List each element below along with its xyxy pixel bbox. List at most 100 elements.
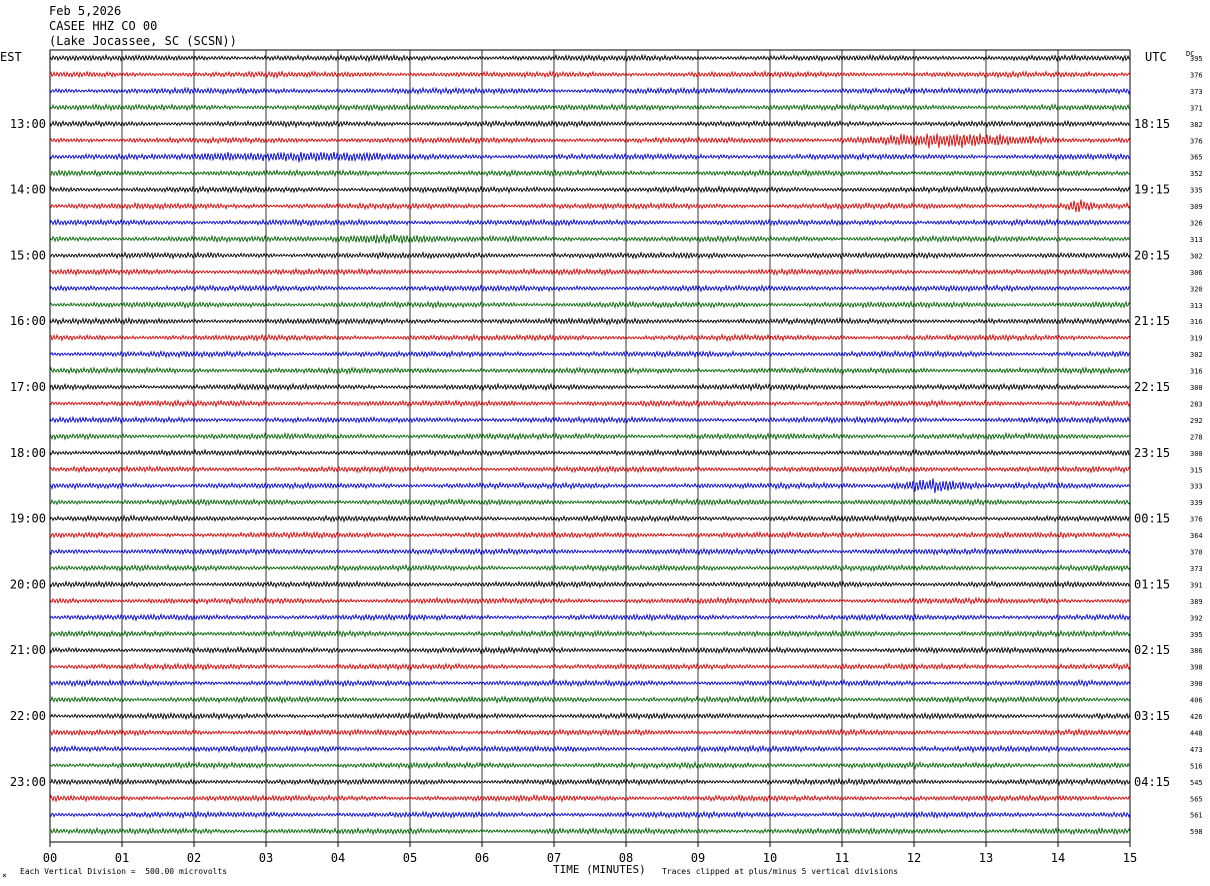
seismic-trace-row xyxy=(49,199,1131,213)
left-hour-label: 18:00 xyxy=(10,446,46,460)
dc-offset-label: 364 xyxy=(1190,532,1203,540)
dc-offset-label: 370 xyxy=(1190,549,1203,557)
dc-offset-label: 313 xyxy=(1190,302,1203,310)
dc-offset-label: 333 xyxy=(1190,483,1203,491)
seismic-trace-row xyxy=(49,316,1131,326)
right-hour-label: 00:15 xyxy=(1134,512,1170,526)
x-tick-label: 14 xyxy=(1051,851,1065,865)
seismic-trace-row xyxy=(49,777,1131,787)
dc-offset-label: 390 xyxy=(1190,680,1203,688)
x-tick-label: 04 xyxy=(331,851,345,865)
dc-offset-label: 365 xyxy=(1190,154,1203,162)
seismic-trace-row xyxy=(50,497,1131,507)
seismic-trace-row xyxy=(49,102,1131,112)
x-tick-label: 08 xyxy=(619,851,633,865)
dc-offset-label: 392 xyxy=(1190,614,1203,622)
dc-offset-label: 309 xyxy=(1190,203,1203,211)
right-hour-label: 04:15 xyxy=(1134,775,1170,789)
dc-offset-label: 302 xyxy=(1190,252,1203,260)
x-tick-label: 07 xyxy=(547,851,561,865)
seismic-trace-row xyxy=(49,464,1131,474)
seismic-trace-row xyxy=(49,711,1131,721)
seismic-trace-row xyxy=(49,366,1131,376)
station-location: (Lake Jocassee, SC (SCSN)) xyxy=(49,34,237,48)
seismic-trace-row xyxy=(49,662,1131,672)
x-axis-label: TIME (MINUTES) xyxy=(553,863,646,876)
seismic-trace-row xyxy=(49,478,1131,494)
seismic-trace-row xyxy=(49,382,1131,392)
dc-offset-label: 376 xyxy=(1190,71,1203,79)
dc-offset-label: 335 xyxy=(1190,187,1203,195)
seismic-trace-row xyxy=(49,612,1131,622)
clip-note: Traces clipped at plus/minus 5 vertical … xyxy=(662,867,899,876)
right-hour-label: 03:15 xyxy=(1134,709,1170,723)
dc-offset-label: 316 xyxy=(1190,318,1203,326)
seismic-trace-row xyxy=(49,69,1131,79)
x-tick-label: 06 xyxy=(475,851,489,865)
dc-offset-label: 352 xyxy=(1190,170,1203,178)
dc-header-label: DC xyxy=(1186,50,1195,58)
right-hour-label: 21:15 xyxy=(1134,314,1170,328)
seismic-trace-row xyxy=(49,760,1131,770)
dc-offset-label: 320 xyxy=(1190,285,1203,293)
seismic-trace-row xyxy=(49,283,1131,293)
x-tick-label: 02 xyxy=(187,851,201,865)
seismic-trace-row xyxy=(49,267,1131,277)
seismic-trace-row xyxy=(49,678,1131,688)
seismic-trace-row xyxy=(49,398,1131,409)
dc-offset-label: 386 xyxy=(1190,647,1203,655)
dc-offset-label: 373 xyxy=(1190,88,1203,96)
seismic-trace-row xyxy=(49,431,1131,441)
dc-offset-label: 300 xyxy=(1190,450,1203,458)
dc-offset-label: 395 xyxy=(1190,55,1203,63)
x-tick-label: 01 xyxy=(115,851,129,865)
vertical-scale-note: Each Vertical Division = 500.00 microvol… xyxy=(20,867,228,876)
dc-offset-label: 391 xyxy=(1190,581,1203,589)
dc-offset-label: 561 xyxy=(1190,812,1203,820)
seismic-trace-row xyxy=(49,694,1131,705)
right-hour-label: 22:15 xyxy=(1134,380,1170,394)
seismic-trace-row xyxy=(49,233,1131,245)
station-code: CASEE HHZ CO 00 xyxy=(49,19,158,33)
dc-offset-label: 306 xyxy=(1190,269,1203,277)
seismic-trace-row xyxy=(49,530,1131,540)
left-hour-label: 19:00 xyxy=(10,512,46,526)
seismic-trace-row xyxy=(49,168,1131,178)
seismic-trace-row xyxy=(49,514,1131,524)
seismic-trace-row xyxy=(49,810,1131,820)
seismic-trace-row xyxy=(49,119,1131,129)
seismic-trace-row xyxy=(49,151,1131,163)
dc-offset-label: 339 xyxy=(1190,499,1203,507)
dc-offset-label: 326 xyxy=(1190,220,1203,228)
dc-offset-label: 313 xyxy=(1190,236,1203,244)
left-hour-label: 13:00 xyxy=(10,117,46,131)
dc-offset-label: 283 xyxy=(1190,400,1203,408)
seismic-trace-row xyxy=(49,448,1131,458)
dc-offset-label: 395 xyxy=(1190,631,1203,639)
seismic-trace-row xyxy=(49,250,1131,260)
dc-offset-label: 278 xyxy=(1190,433,1203,441)
dc-offset-label: 448 xyxy=(1190,729,1203,737)
dc-offset-label: 316 xyxy=(1190,368,1203,376)
dc-offset-label: 598 xyxy=(1190,828,1203,836)
left-hour-label: 17:00 xyxy=(10,380,46,394)
left-timezone-label: EST xyxy=(0,50,22,64)
right-hour-label: 19:15 xyxy=(1134,183,1170,197)
left-hour-label: 20:00 xyxy=(10,577,46,591)
right-timezone-label: UTC xyxy=(1145,50,1167,64)
x-tick-label: 15 xyxy=(1123,851,1137,865)
left-hour-label: 22:00 xyxy=(10,709,46,723)
dc-offset-label: 302 xyxy=(1190,351,1203,359)
x-tick-label: 00 xyxy=(43,851,57,865)
right-hour-label: 02:15 xyxy=(1134,643,1170,657)
left-hour-label: 21:00 xyxy=(10,643,46,657)
seismic-trace-row xyxy=(49,727,1131,737)
seismic-trace-row xyxy=(49,133,1131,149)
right-hour-label: 01:15 xyxy=(1134,577,1170,591)
seismic-trace-row xyxy=(49,217,1131,228)
seismic-trace-row xyxy=(49,86,1131,96)
right-hour-label: 23:15 xyxy=(1134,446,1170,460)
dc-offset-label: 373 xyxy=(1190,565,1203,573)
seismic-trace-row xyxy=(49,332,1131,343)
left-hour-label: 14:00 xyxy=(10,183,46,197)
